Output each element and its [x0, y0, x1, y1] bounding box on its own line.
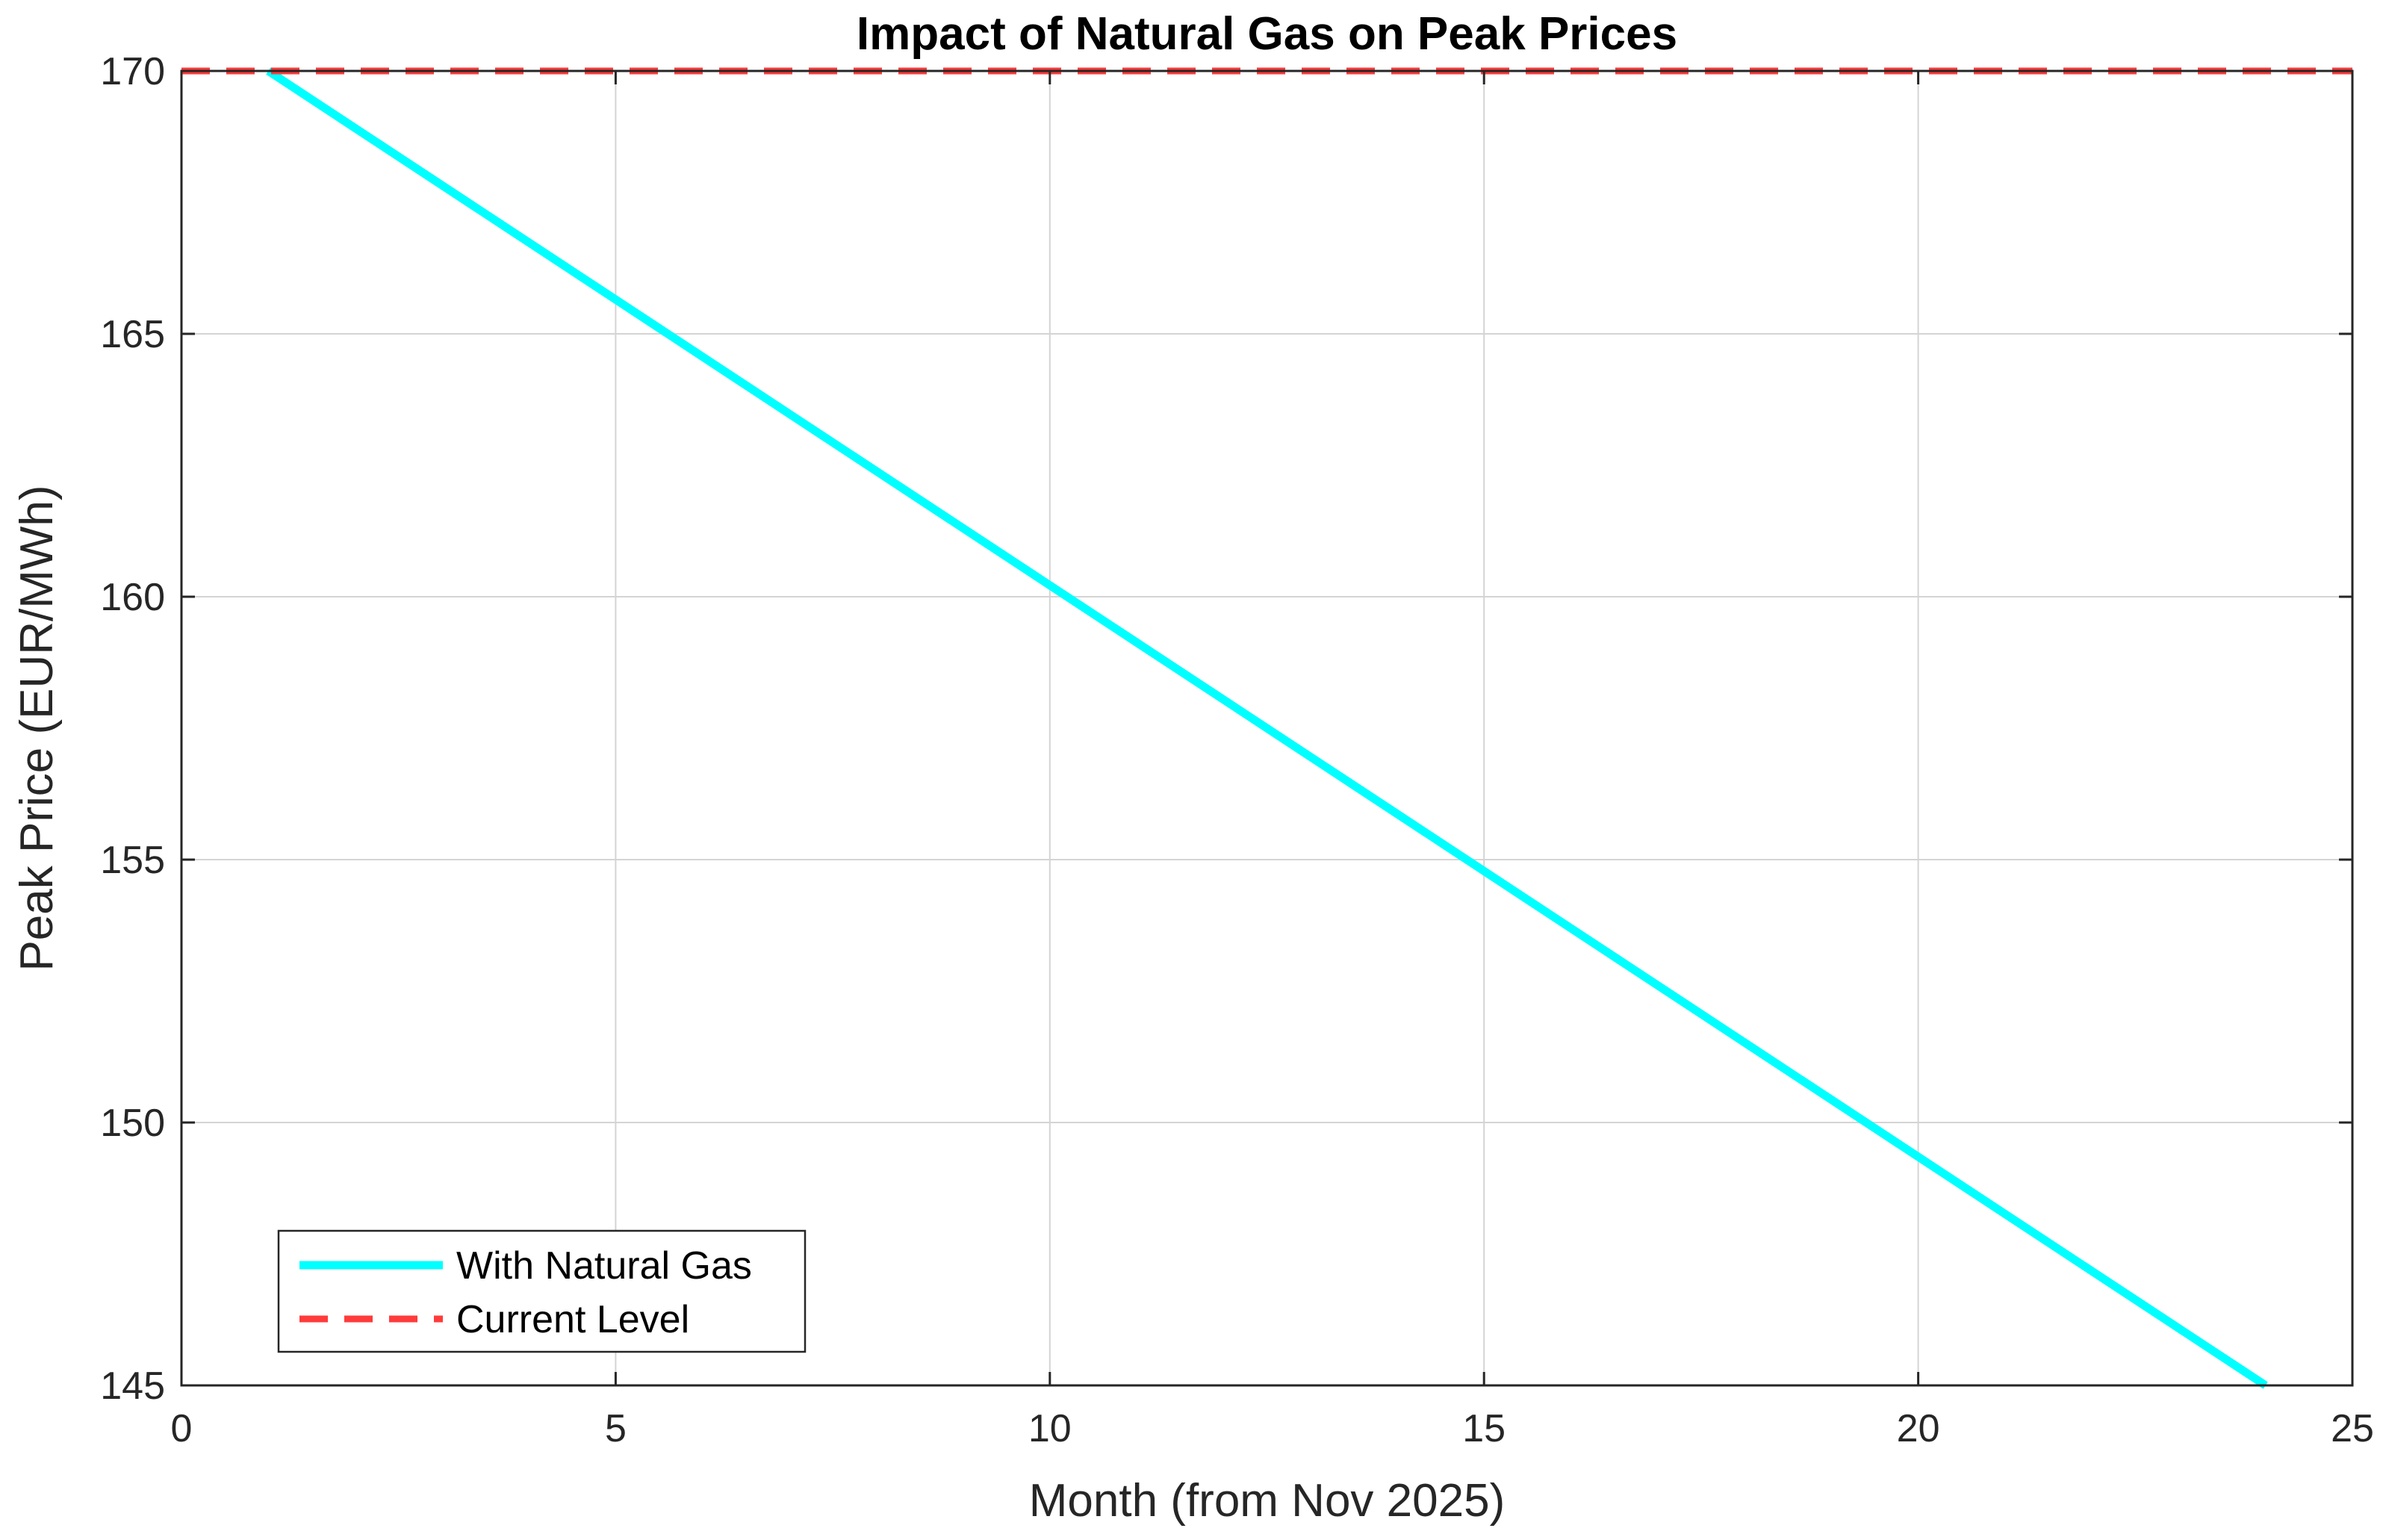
y-tick-label: 150	[100, 1102, 165, 1145]
x-axis-label: Month (from Nov 2025)	[1029, 1475, 1505, 1527]
axes-box	[180, 69, 2354, 1387]
y-tick-label: 170	[100, 50, 165, 93]
y-tick-labels: 145 150 155 160 165 170	[100, 50, 165, 1408]
series-line-with-natural-gas	[266, 67, 2268, 1389]
y-tick-label: 165	[100, 313, 165, 356]
x-tick-label: 20	[1897, 1407, 1940, 1450]
y-tick-label: 160	[100, 576, 165, 619]
y-tick-label: 145	[100, 1364, 165, 1408]
x-tick-label: 5	[605, 1407, 627, 1450]
grid-lines	[181, 71, 2352, 1385]
y-axis-label: Peak Price (EUR/MWh)	[11, 485, 63, 971]
x-tick-labels: 0 5 10 15 20 25	[171, 1407, 2374, 1450]
x-tick-label: 25	[2331, 1407, 2374, 1450]
legend-box	[277, 1229, 807, 1353]
x-tick-label: 10	[1028, 1407, 1072, 1450]
chart-title: Impact of Natural Gas on Peak Prices	[857, 8, 1677, 60]
tick-marks	[180, 69, 2354, 1387]
legend-label-current-level: Current Level	[456, 1298, 689, 1341]
legend: With Natural Gas Current Level	[277, 1229, 807, 1353]
x-tick-label: 0	[171, 1407, 193, 1450]
y-tick-label: 155	[100, 839, 165, 882]
legend-label-with-natural-gas: With Natural Gas	[456, 1244, 752, 1288]
x-tick-label: 15	[1462, 1407, 1506, 1450]
